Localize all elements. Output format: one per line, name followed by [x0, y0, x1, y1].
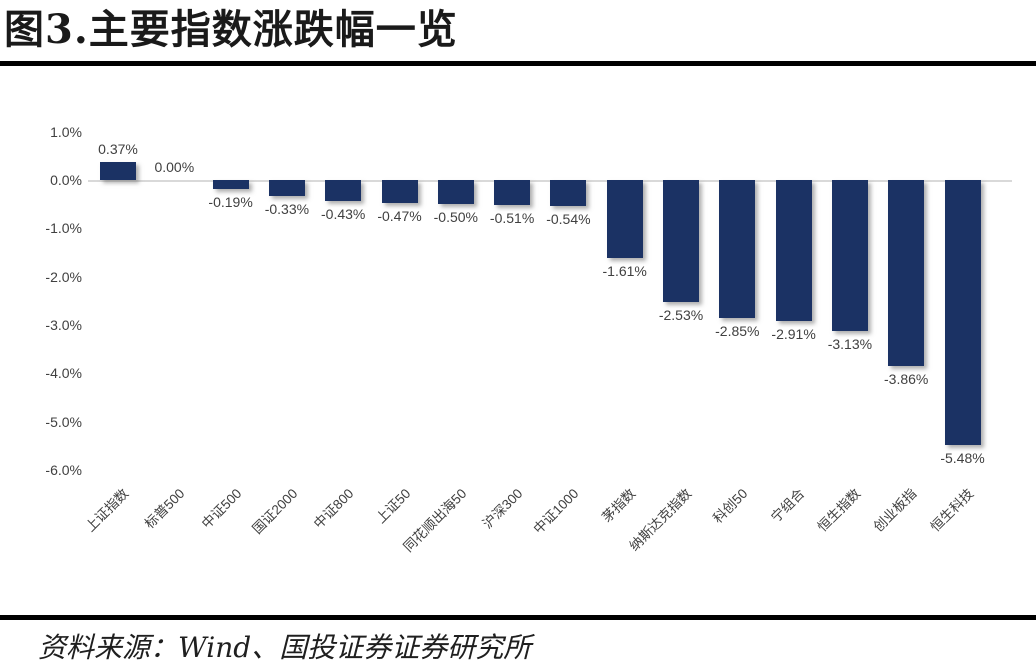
bar — [944, 180, 981, 445]
bar — [268, 180, 305, 196]
bar-value-label: 0.37% — [98, 141, 138, 158]
bar — [831, 180, 868, 332]
bar-value-label: -2.91% — [771, 325, 816, 342]
figure-title: 图3.主要指数涨跌幅一览 — [4, 6, 458, 53]
y-axis-tick-label: -6.0% — [45, 461, 82, 478]
y-axis-tick-label: -2.0% — [45, 268, 82, 285]
y-axis-tick-label: 0.0% — [50, 172, 82, 188]
bar-value-label: -0.50% — [433, 209, 478, 226]
y-axis-tick-label: -4.0% — [45, 365, 82, 382]
bar-value-label: -0.19% — [208, 194, 253, 211]
source-note: 资料来源：Wind、国投证券证券研究所 — [38, 631, 532, 664]
y-axis-tick-label: -5.0% — [45, 413, 82, 430]
bar-value-label: -0.51% — [489, 209, 535, 226]
bar — [212, 180, 249, 190]
bar — [100, 162, 136, 180]
bar-value-label: -0.47% — [377, 207, 422, 224]
bar-value-label: -2.85% — [715, 322, 760, 339]
bar-value-label: -2.53% — [658, 307, 704, 324]
bar — [381, 180, 418, 203]
footer-rule — [0, 615, 1036, 620]
zero-gridline — [88, 180, 1012, 182]
bar — [606, 180, 643, 258]
bar — [437, 180, 474, 205]
bar-value-label: -0.33% — [264, 200, 310, 217]
y-axis-tick-label: 1.0% — [50, 123, 82, 140]
bar-value-label: -1.61% — [602, 262, 647, 279]
bar — [719, 180, 756, 318]
bar — [494, 180, 531, 205]
bar — [663, 180, 699, 303]
bar-value-label: 0.00% — [154, 159, 195, 175]
title-underline-rule — [0, 61, 1036, 66]
y-axis-tick-label: -1.0% — [45, 220, 82, 237]
bar — [325, 180, 362, 201]
bar — [550, 180, 587, 207]
bar-value-label: -0.43% — [321, 205, 366, 222]
bar-value-label: -0.54% — [546, 211, 591, 228]
bar-value-label: -3.13% — [827, 336, 873, 353]
bar — [775, 180, 812, 321]
bar — [888, 180, 925, 367]
bar-chart: 1.0% 0.0% -1.0% -2.0% -3.0% -4.0% -5.0% -6.0% 0.… — [45, 123, 1012, 555]
y-axis-tick-label: -3.0% — [45, 316, 82, 333]
bar-value-label: -5.48% — [940, 449, 985, 466]
bar-value-label: -3.86% — [884, 371, 929, 388]
